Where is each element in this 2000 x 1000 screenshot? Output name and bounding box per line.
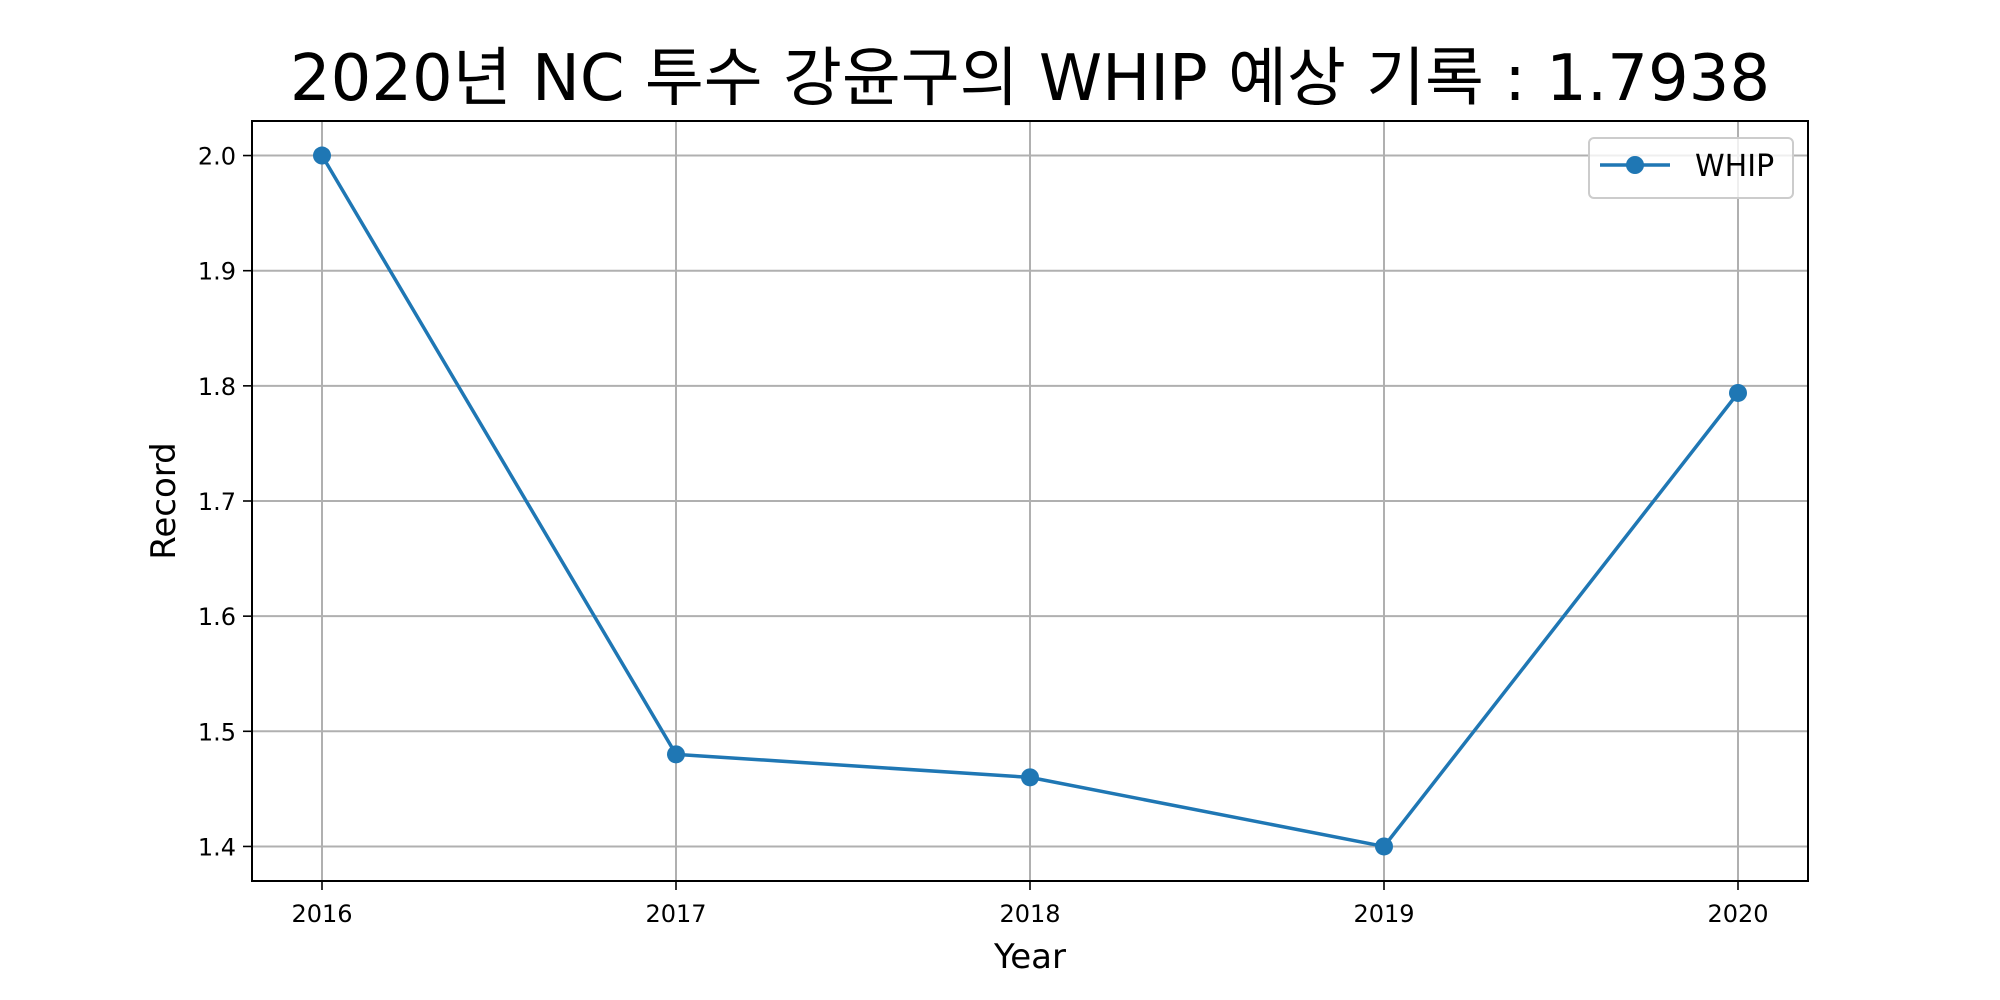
y-tick-label: 1.9: [198, 258, 236, 286]
legend-label: WHIP: [1695, 149, 1774, 184]
data-point: [313, 146, 331, 165]
grid-layer: [252, 121, 1808, 881]
x-tick-label: 2018: [999, 900, 1060, 928]
legend-box: [1588, 137, 1794, 199]
y-tick-label: 1.8: [198, 373, 236, 401]
chart-title: 2020년 NC 투수 강윤구의 WHIP 예상 기록 : 1.7938: [290, 42, 1770, 116]
ticks-layer: 2016 2017 2018 2019 2020 1.4 1.5 1.6 1.7 1.8 1.9 2.…: [198, 143, 1769, 928]
y-tick-label: 2.0: [198, 143, 236, 171]
y-tick-label: 1.4: [198, 833, 236, 861]
data-point: [1375, 837, 1393, 856]
x-axis-label: Year: [993, 937, 1066, 977]
data-point: [667, 745, 685, 764]
x-tick-label: 2016: [291, 900, 352, 928]
y-tick-label: 1.7: [198, 488, 236, 516]
x-tick-label: 2017: [645, 900, 706, 928]
y-axis-label: Record: [144, 442, 184, 559]
x-tick-label: 2019: [1353, 900, 1414, 928]
legend: WHIP: [1588, 137, 1794, 199]
y-tick-label: 1.6: [198, 603, 236, 631]
x-tick-label: 2020: [1707, 900, 1768, 928]
series-layer: [313, 146, 1747, 856]
legend-point-marker: [1626, 156, 1644, 174]
data-point: [1729, 383, 1747, 402]
data-point: [1021, 768, 1039, 787]
y-tick-label: 1.5: [198, 718, 236, 746]
